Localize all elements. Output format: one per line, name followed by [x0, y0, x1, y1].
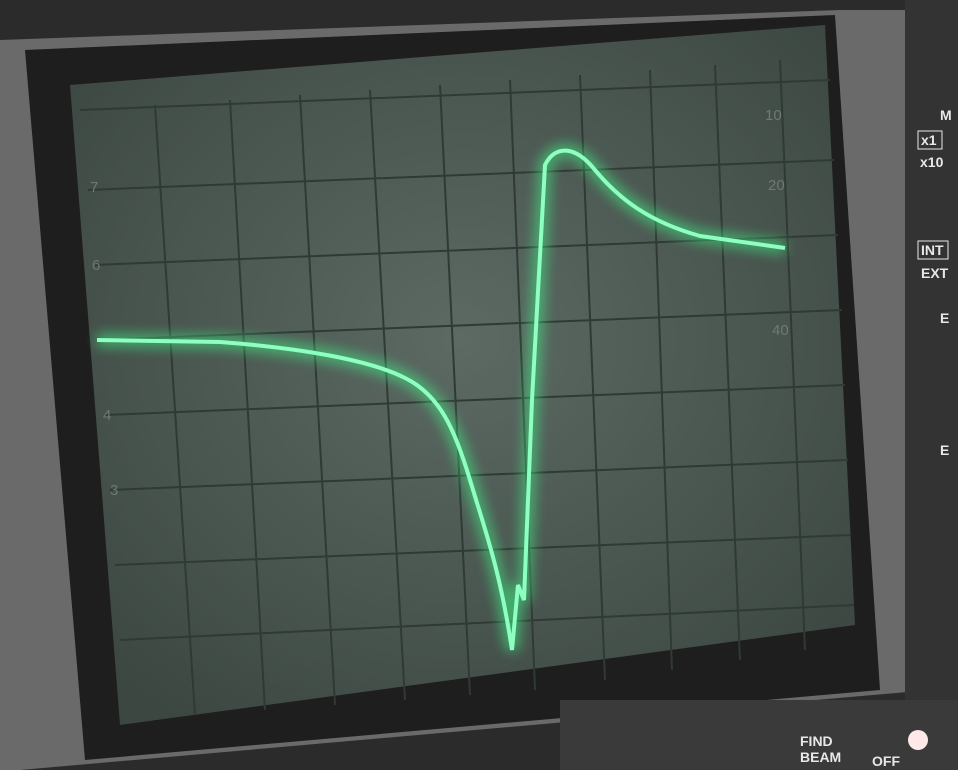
scale-label: 40 — [772, 322, 789, 339]
panel-label: E — [940, 442, 949, 458]
panel-label: E — [940, 310, 949, 326]
side-panel — [905, 0, 958, 700]
scale-label: 10 — [765, 107, 782, 124]
oscilloscope-photo: 7 6 4 3 10 20 40 M x1 x10 INT EXT E E FI… — [0, 0, 958, 770]
scale-label: 4 — [103, 407, 111, 424]
scale-label: 7 — [90, 179, 98, 196]
power-led — [908, 730, 928, 750]
scale-label: 6 — [92, 257, 100, 274]
panel-label: FIND — [800, 733, 833, 749]
panel-label: OFF — [872, 753, 900, 769]
scale-label: 3 — [110, 482, 118, 499]
panel-label: x1 — [921, 132, 937, 148]
screen — [70, 25, 855, 725]
panel-label: INT — [921, 242, 944, 258]
scale-label: 20 — [768, 177, 785, 194]
panel-label: M — [940, 107, 952, 123]
panel-label: x10 — [920, 154, 944, 170]
panel-label: BEAM — [800, 749, 841, 765]
panel-label: EXT — [921, 265, 949, 281]
